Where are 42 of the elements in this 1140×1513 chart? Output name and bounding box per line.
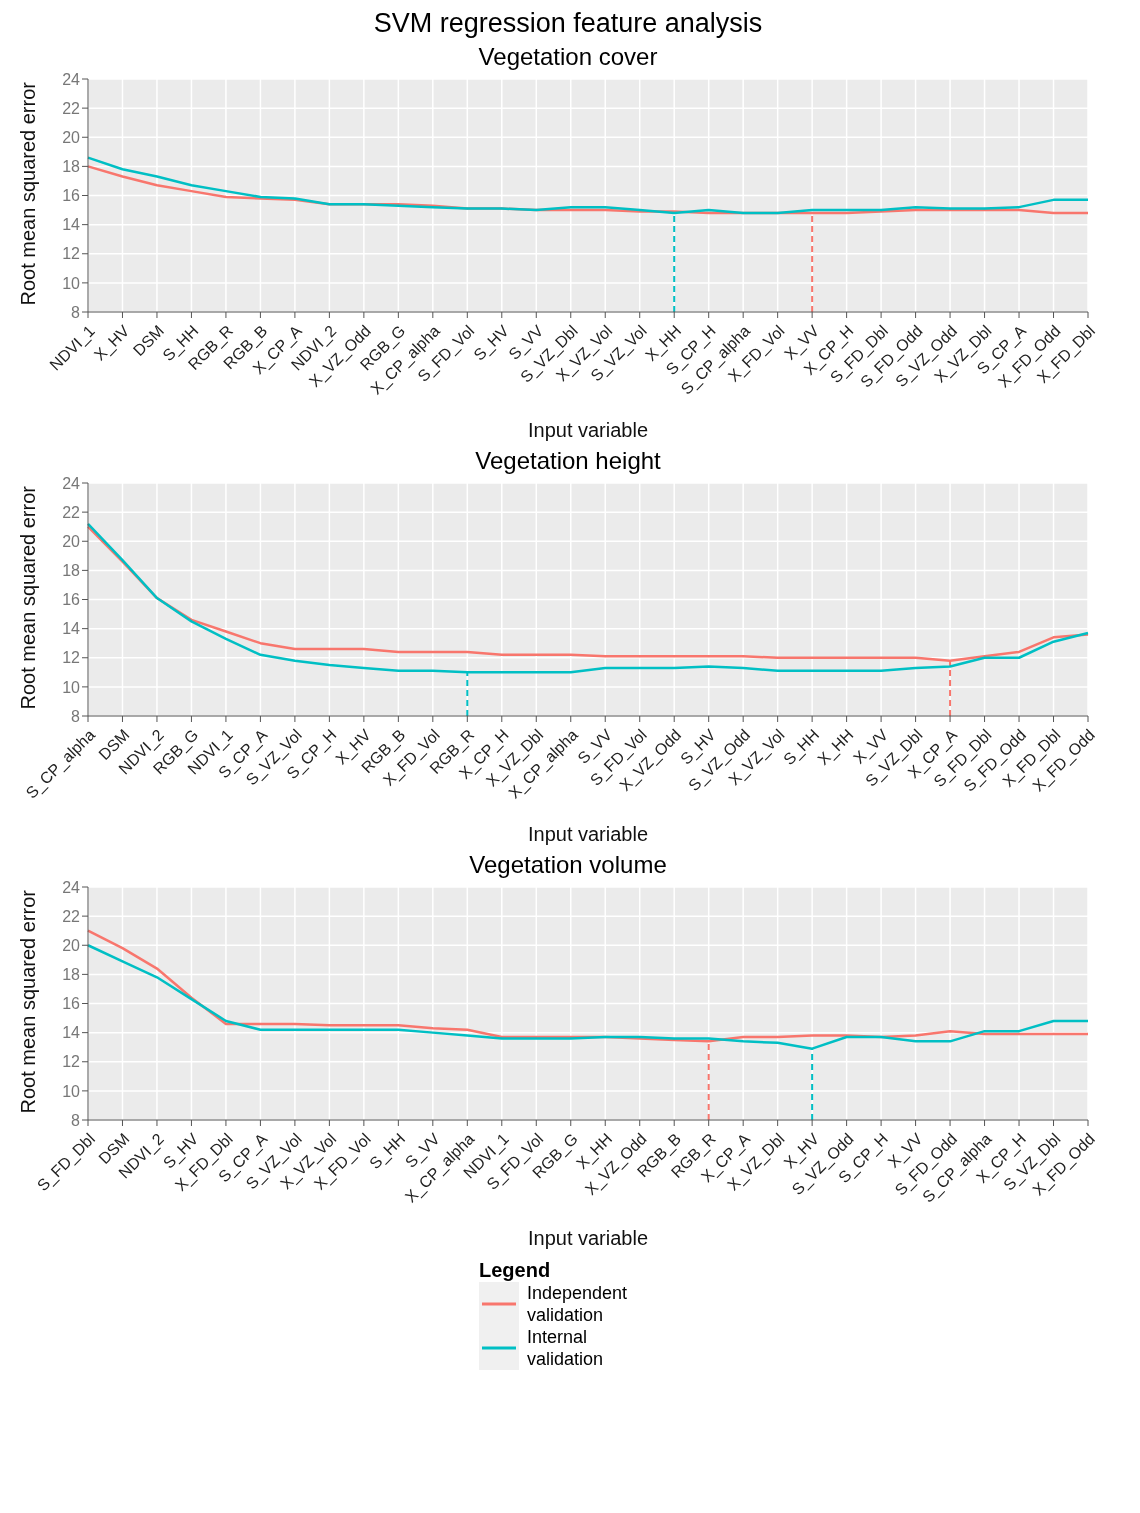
y-tick-label: 10 [62,1082,81,1100]
legend-title: Legend [479,1259,552,1282]
y-tick-label: 8 [71,303,81,321]
chart-title: Vegetation volume [468,851,668,879]
x-axis-title: Input variable [527,1227,649,1249]
y-tick-label: 24 [62,474,81,492]
x-axis-title: Input variable [527,419,649,441]
y-tick-label: 16 [62,995,81,1013]
y-tick-label: 16 [62,591,81,609]
chart-title: Vegetation height [474,447,662,475]
y-axis-title: Root mean squared error [17,485,40,710]
line-series [86,156,1090,215]
y-tick-label: 8 [71,707,81,725]
y-tick-label: 12 [62,245,81,263]
y-tick-label: 10 [62,274,81,292]
y-tick-label: 10 [62,678,81,696]
y-tick-label: 20 [62,128,81,146]
y-tick-label: 12 [62,649,81,667]
y-tick-label: 14 [62,216,81,234]
legend-label: Internal validation [527,1326,605,1370]
legend-label: Independent validation [527,1282,629,1326]
y-tick-label: 14 [62,1024,81,1042]
y-tick-label: 8 [71,1111,81,1129]
y-tick-label: 24 [62,878,81,896]
y-axis-title: Root mean squared error [17,889,40,1114]
y-tick-label: 18 [62,562,81,580]
y-tick-label: 16 [62,187,81,205]
y-tick-label: 18 [62,966,81,984]
y-tick-label: 24 [62,70,81,88]
chart-title: SVM regression feature analysis [372,8,764,39]
x-axis-title: Input variable [527,823,649,845]
line-series [86,944,1090,1050]
y-tick-label: 22 [62,503,81,521]
y-tick-label: 20 [62,532,81,550]
y-tick-label: 22 [62,907,81,925]
y-tick-label: 20 [62,936,81,954]
y-tick-label: 22 [62,99,81,117]
y-axis-title: Root mean squared error [17,81,40,306]
y-tick-label: 12 [62,1053,81,1071]
y-tick-label: 14 [62,620,81,638]
chart-subtitle: Vegetation cover [477,43,659,71]
y-tick-label: 18 [62,158,81,176]
